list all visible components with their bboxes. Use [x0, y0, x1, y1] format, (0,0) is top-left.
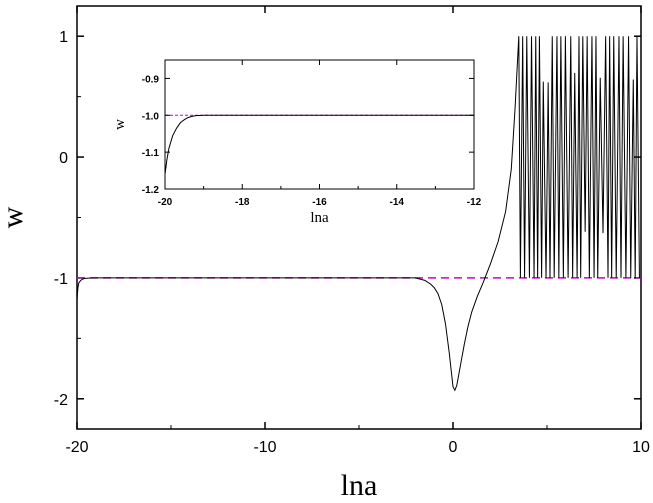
- main-y-axis-label: w: [0, 206, 29, 228]
- inset-x-axis-label: lna: [310, 210, 329, 226]
- inset-x-tick-label: -12: [467, 197, 482, 208]
- inset-background: [165, 60, 474, 189]
- main-y-tick-label: -1: [54, 271, 68, 288]
- inset-y-tick-label: -1.1: [142, 148, 160, 159]
- main-x-tick-label: -10: [253, 439, 276, 456]
- inset-y-axis-label: w: [112, 119, 128, 130]
- main-series-line: [76, 36, 640, 392]
- inset-x-tick-label: -18: [235, 197, 250, 208]
- main-y-tick-label: -2: [54, 392, 68, 409]
- inset-ticks: -20 -18 -16 -14 -12 -0.9 -1.0 -1.1 -1.2: [142, 60, 482, 208]
- inset-x-tick-label: -14: [390, 197, 405, 208]
- main-x-tick-label: 0: [449, 439, 458, 456]
- inset-x-tick-label: -20: [158, 197, 173, 208]
- main-data: [76, 36, 641, 392]
- inset-y-tick-label: -1.0: [142, 111, 160, 122]
- inset-x-tick-label: -16: [312, 197, 327, 208]
- inset-y-tick-label: -0.9: [142, 74, 160, 85]
- inset-y-tick-label: -1.2: [142, 185, 160, 196]
- main-y-tick-label: 0: [59, 150, 68, 167]
- inset-data: [164, 114, 474, 175]
- inset-series-line: [164, 114, 474, 175]
- main-x-tick-label: -20: [65, 439, 88, 456]
- inset-plot: -20 -18 -16 -14 -12 -0.9 -1.0 -1.1 -1.2 lna w: [112, 59, 482, 226]
- main-y-tick-label: 1: [59, 29, 68, 46]
- main-x-axis-label: lna: [341, 469, 378, 502]
- main-x-tick-label: 10: [632, 439, 650, 456]
